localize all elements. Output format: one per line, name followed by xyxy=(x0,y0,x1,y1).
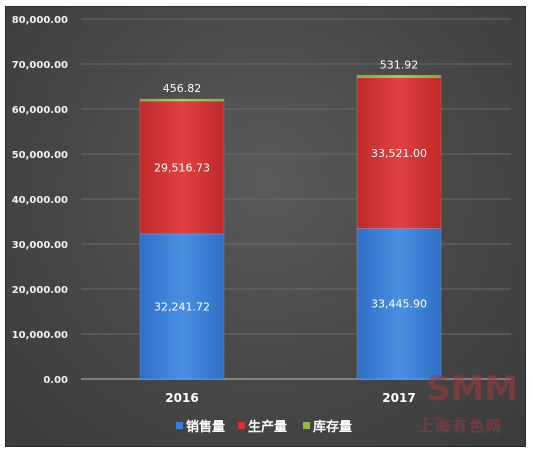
legend-item: 生产量 xyxy=(238,419,287,435)
y-axis: 0.00 10,000.00 20,000.00 30,000.00 40,000.00… xyxy=(12,15,68,386)
y-tick-label: 30,000.00 xyxy=(12,240,68,251)
x-tick-label: 2016 xyxy=(165,391,198,405)
watermark-logo: SMM xyxy=(426,369,518,409)
bars: 32,241.72 29,516.73 456.82 33,445.90 33,521.… xyxy=(139,58,442,380)
y-tick-label: 20,000.00 xyxy=(12,285,68,296)
x-tick-label: 2017 xyxy=(382,391,415,405)
watermark: SMM 上海有色网 xyxy=(418,369,518,435)
data-label: 29,516.73 xyxy=(154,161,210,174)
legend-swatch xyxy=(176,422,183,429)
bar-2016-series-0 xyxy=(139,233,225,380)
y-tick-label: 60,000.00 xyxy=(12,105,68,116)
y-tick-label: 40,000.00 xyxy=(12,195,68,206)
data-label: 456.82 xyxy=(163,82,202,95)
data-label: 33,521.00 xyxy=(371,147,427,160)
legend: 销售量 生产量 库存量 xyxy=(176,419,352,435)
data-label: 33,445.90 xyxy=(371,298,427,311)
data-label: 531.92 xyxy=(380,58,419,71)
chart-frame: 0.00 10,000.00 20,000.00 30,000.00 40,000.00… xyxy=(5,6,526,447)
legend-item: 销售量 xyxy=(176,419,225,435)
legend-swatch xyxy=(238,422,245,429)
bar-2016-series-1 xyxy=(139,100,225,235)
y-tick-label: 80,000.00 xyxy=(12,15,68,26)
legend-item: 库存量 xyxy=(303,419,352,435)
data-label: 32,241.72 xyxy=(154,300,210,313)
legend-label: 库存量 xyxy=(313,419,352,435)
legend-swatch xyxy=(303,422,310,429)
bar-2017-series-1 xyxy=(356,77,442,229)
y-tick-label: 10,000.00 xyxy=(12,330,68,341)
legend-label: 销售量 xyxy=(186,419,225,435)
y-tick-label: 70,000.00 xyxy=(12,60,68,71)
y-tick-label: 50,000.00 xyxy=(12,150,68,161)
stacked-bar-chart: 0.00 10,000.00 20,000.00 30,000.00 40,000.00… xyxy=(12,15,518,435)
bar-2017-series-0 xyxy=(356,228,442,380)
watermark-text: 上海有色网 xyxy=(418,417,503,435)
bar-2016-series-2 xyxy=(139,98,225,102)
x-axis: 2016 2017 xyxy=(165,391,415,405)
y-tick-label: 0.00 xyxy=(43,375,68,386)
bar-2017-series-2 xyxy=(356,74,442,78)
legend-label: 生产量 xyxy=(248,419,287,435)
